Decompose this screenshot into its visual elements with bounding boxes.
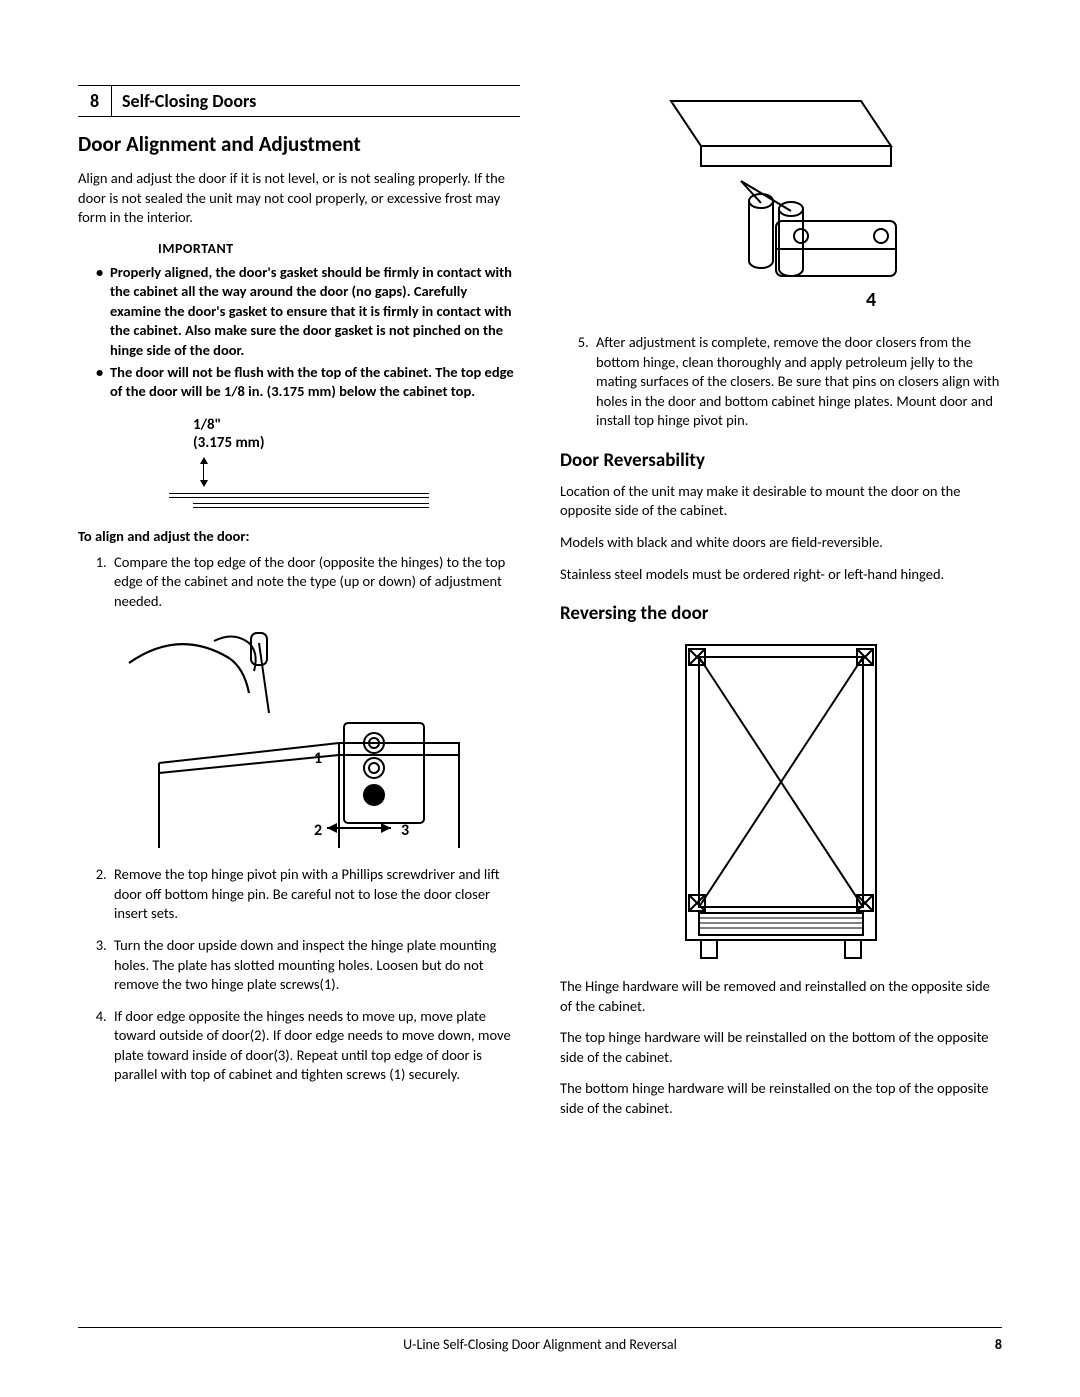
rev-p1: Location of the unit may make it desirab… [560, 482, 1002, 521]
closer-svg: 4 [631, 91, 931, 321]
step-item: Turn the door upside down and inspect th… [110, 936, 520, 995]
right-column: 4 After adjustment is complete, remove t… [560, 85, 1002, 1130]
figure-hinge-adjust: 1 2 3 [78, 623, 520, 853]
step-item: After adjustment is complete, remove the… [592, 333, 1002, 431]
fig-label-3: 3 [401, 821, 409, 840]
section-title: Self-Closing Doors [112, 86, 266, 116]
steps-list-b: Remove the top hinge pivot pin with a Ph… [78, 865, 520, 1085]
important-item: Properly aligned, the door's gasket shou… [96, 263, 520, 361]
page-footer: U-Line Self-Closing Door Alignment and R… [78, 1327, 1002, 1353]
step-item: Remove the top hinge pivot pin with a Ph… [110, 865, 520, 924]
rev-after-p2: The top hinge hardware will be reinstall… [560, 1028, 1002, 1067]
step-item: Compare the top edge of the door (opposi… [110, 553, 520, 612]
footer-text: U-Line Self-Closing Door Alignment and R… [403, 1336, 677, 1353]
rev-after-p3: The bottom hinge hardware will be reinst… [560, 1079, 1002, 1118]
important-label: Important [158, 240, 520, 257]
section-header: 8 Self-Closing Doors [78, 85, 520, 117]
figure-cabinet [560, 635, 1002, 965]
rev-after-p1: The Hinge hardware will be removed and r… [560, 977, 1002, 1016]
fig-label-2: 2 [314, 821, 322, 840]
rev-p2: Models with black and white doors are fi… [560, 533, 1002, 553]
fig-label-4: 4 [866, 288, 876, 312]
important-list: Properly aligned, the door's gasket shou… [78, 263, 520, 402]
page-content: 8 Self-Closing Doors Door Alignment and … [78, 85, 1002, 1130]
heading-alignment: Door Alignment and Adjustment [78, 131, 520, 157]
figure-gap: 1/8" (3.175 mm) [78, 416, 520, 513]
heading-reversability: Door Reversability [560, 449, 1002, 472]
step-item: If door edge opposite the hinges needs t… [110, 1007, 520, 1085]
hinge-adjust-svg: 1 2 3 [119, 623, 479, 853]
cabinet-svg [671, 635, 891, 965]
procedure-label: To align and adjust the door: [78, 527, 520, 545]
section-number: 8 [78, 86, 112, 116]
steps-list-a: Compare the top edge of the door (opposi… [78, 553, 520, 612]
figure-closer: 4 [560, 91, 1002, 321]
rev-p3: Stainless steel models must be ordered r… [560, 565, 1002, 585]
fig-label-1: 1 [314, 749, 322, 768]
left-column: 8 Self-Closing Doors Door Alignment and … [78, 85, 520, 1130]
gap-inch: 1/8" [193, 416, 429, 434]
heading-reversing: Reversing the door [560, 602, 1002, 625]
important-item: The door will not be flush with the top … [96, 363, 520, 402]
steps-list-c: After adjustment is complete, remove the… [560, 333, 1002, 431]
gap-mm: (3.175 mm) [193, 434, 429, 452]
footer-page-number: 8 [995, 1336, 1002, 1353]
intro-paragraph: Align and adjust the door if it is not l… [78, 169, 520, 228]
